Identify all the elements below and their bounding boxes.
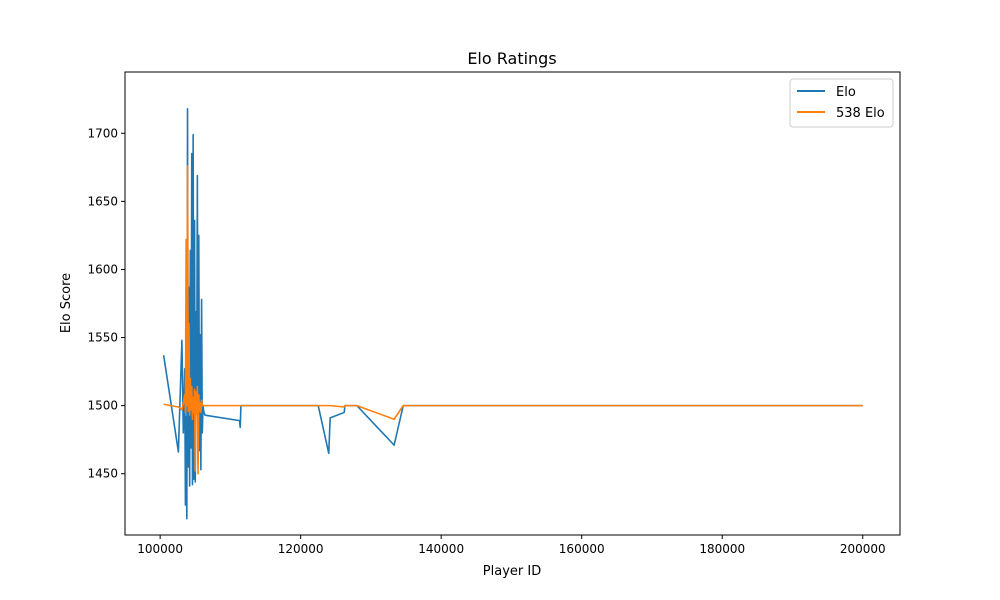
series-line-538-elo [163, 165, 863, 475]
plot-frame [124, 71, 901, 536]
x-tick-label: 140000 [418, 542, 464, 556]
y-tick-label: 1550 [87, 331, 118, 345]
legend-label-538-elo: 538 Elo [836, 106, 885, 121]
chart-title: Elo Ratings [467, 49, 556, 68]
y-axis-label: Elo Score [59, 273, 74, 333]
series-layer [162, 107, 863, 520]
x-tick-label: 180000 [699, 542, 745, 556]
x-axis: 100000 120000 140000 160000 180000 200000 [137, 535, 886, 556]
x-tick-label: 200000 [840, 542, 886, 556]
legend: Elo 538 Elo [789, 78, 894, 128]
y-tick-label: 1650 [87, 194, 118, 208]
y-tick-label: 1500 [87, 399, 118, 413]
x-tick-label: 120000 [278, 542, 324, 556]
y-tick-label: 1700 [87, 126, 118, 140]
x-tick-label: 100000 [137, 542, 183, 556]
legend-label-elo: Elo [836, 85, 856, 100]
x-tick-label: 160000 [559, 542, 605, 556]
y-axis: 1450 1500 1550 1600 1650 1700 [87, 126, 125, 481]
y-tick-label: 1450 [87, 467, 118, 481]
x-axis-label: Player ID [483, 564, 541, 579]
y-tick-label: 1600 [87, 262, 118, 276]
